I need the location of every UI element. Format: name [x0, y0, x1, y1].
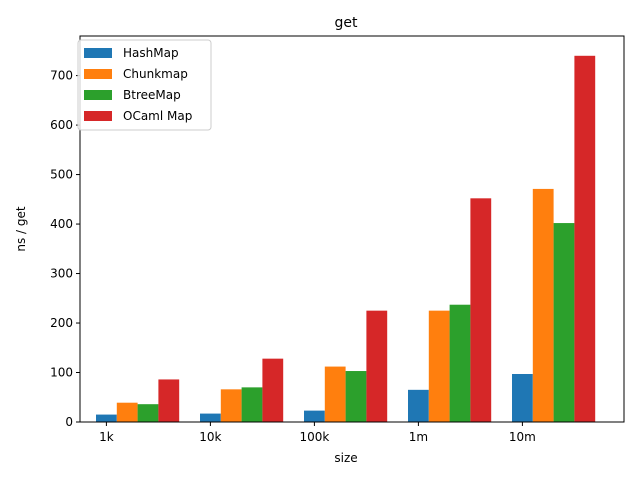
y-tick-label-200: 200 [50, 316, 73, 330]
bar-ocaml-map-1k [158, 379, 180, 422]
bar-hashmap-10k [200, 413, 221, 422]
y-tick-label-600: 600 [50, 118, 73, 132]
bar-btreemap-10m [553, 223, 575, 422]
legend: HashMap Chunkmap BtreeMap OCaml Map [77, 39, 212, 131]
bar-btreemap-1m [449, 304, 471, 422]
x-tick-label-100k: 100k [299, 430, 329, 444]
bar-ocaml-map-1m [470, 198, 492, 422]
x-tick-label-10m: 10m [509, 430, 536, 444]
x-tick-label-1k: 1k [99, 430, 114, 444]
bar-ocaml-map-10m [574, 55, 596, 423]
bar-hashmap-100k [304, 410, 325, 422]
bar-btreemap-100k [345, 371, 367, 422]
legend-label-chunkmap: Chunkmap [123, 67, 188, 81]
bar-chunkmap-100k [324, 366, 346, 422]
x-tick-label-1m: 1m [409, 430, 428, 444]
y-tick-label-0: 0 [65, 415, 73, 429]
legend-swatch-hashmap [84, 48, 112, 58]
x-tick-label-10k: 10k [199, 430, 221, 444]
plot-frame [79, 35, 625, 423]
y-tick-label-400: 400 [50, 217, 73, 231]
bar-btreemap-1k [137, 404, 159, 422]
y-tick-label-700: 700 [50, 69, 73, 83]
axes-layer: 0 100 200 300 400 500 600 700 1k 10k 100k 1m 10m [50, 35, 625, 444]
bar-hashmap-10m [512, 373, 533, 422]
bar-hashmap-1k [96, 414, 117, 422]
bar-btreemap-10k [241, 387, 263, 422]
bar-chunkmap-10m [532, 188, 554, 422]
bar-ocaml-map-10k [262, 358, 284, 422]
x-axis-label: size [334, 451, 357, 465]
legend-label-ocaml-map: OCaml Map [123, 109, 192, 123]
y-axis-label: ns / get [14, 206, 28, 252]
legend-label-hashmap: HashMap [123, 46, 179, 60]
bar-hashmap-1m [408, 389, 429, 422]
bar-chunkmap-1m [428, 310, 450, 422]
bar-chunkmap-1k [116, 402, 138, 422]
legend-label-btreemap: BtreeMap [123, 88, 181, 102]
chart-title: get [335, 15, 359, 31]
bar-chunkmap-10k [220, 389, 242, 422]
bar-ocaml-map-100k [366, 310, 388, 422]
bars-layer [96, 55, 596, 423]
legend-box [77, 39, 212, 131]
legend-swatch-btreemap [84, 90, 112, 100]
y-tick-label-500: 500 [50, 168, 73, 182]
legend-swatch-ocaml-map [84, 111, 112, 121]
legend-swatch-chunkmap [84, 69, 112, 79]
y-tick-label-300: 300 [50, 267, 73, 281]
y-tick-label-100: 100 [50, 366, 73, 380]
